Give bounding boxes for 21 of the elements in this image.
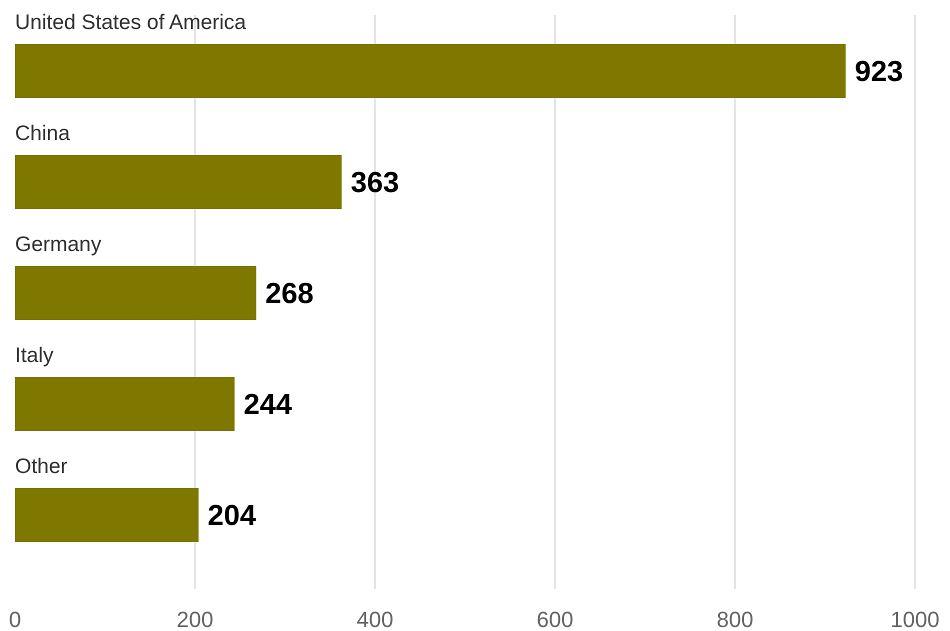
- y-tick-label: China: [15, 122, 70, 145]
- x-tick-label: 600: [536, 607, 574, 631]
- y-tick-label: Germany: [15, 233, 102, 256]
- bar: [15, 377, 235, 431]
- y-tick-label: Other: [15, 455, 68, 478]
- data-label: 923: [854, 56, 904, 88]
- data-label: 244: [244, 389, 292, 421]
- data-label: 268: [265, 278, 314, 310]
- y-tick-label: Italy: [15, 344, 54, 367]
- data-label: 204: [208, 500, 256, 532]
- bar: [15, 155, 342, 209]
- x-tick-label: 1000: [890, 607, 940, 631]
- data-label: 363: [350, 167, 400, 199]
- bar: [15, 488, 199, 542]
- x-tick-label: 0: [8, 607, 22, 631]
- bar: [15, 44, 846, 98]
- bar: [15, 266, 256, 320]
- x-tick-label: 800: [716, 607, 754, 631]
- x-tick-label: 200: [176, 607, 214, 631]
- y-tick-label: United States of America: [15, 11, 246, 34]
- x-tick-label: 400: [356, 607, 394, 631]
